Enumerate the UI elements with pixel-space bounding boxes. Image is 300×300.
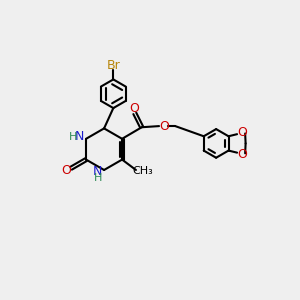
Text: O: O: [237, 126, 247, 139]
Text: O: O: [129, 102, 139, 115]
Text: N: N: [75, 130, 84, 143]
Text: H: H: [69, 132, 78, 142]
Text: N: N: [93, 165, 102, 178]
Text: O: O: [159, 120, 169, 133]
Text: Br: Br: [106, 58, 120, 72]
Text: O: O: [62, 164, 72, 177]
Text: H: H: [93, 173, 102, 183]
Text: CH₃: CH₃: [132, 166, 153, 176]
Text: O: O: [237, 148, 247, 161]
